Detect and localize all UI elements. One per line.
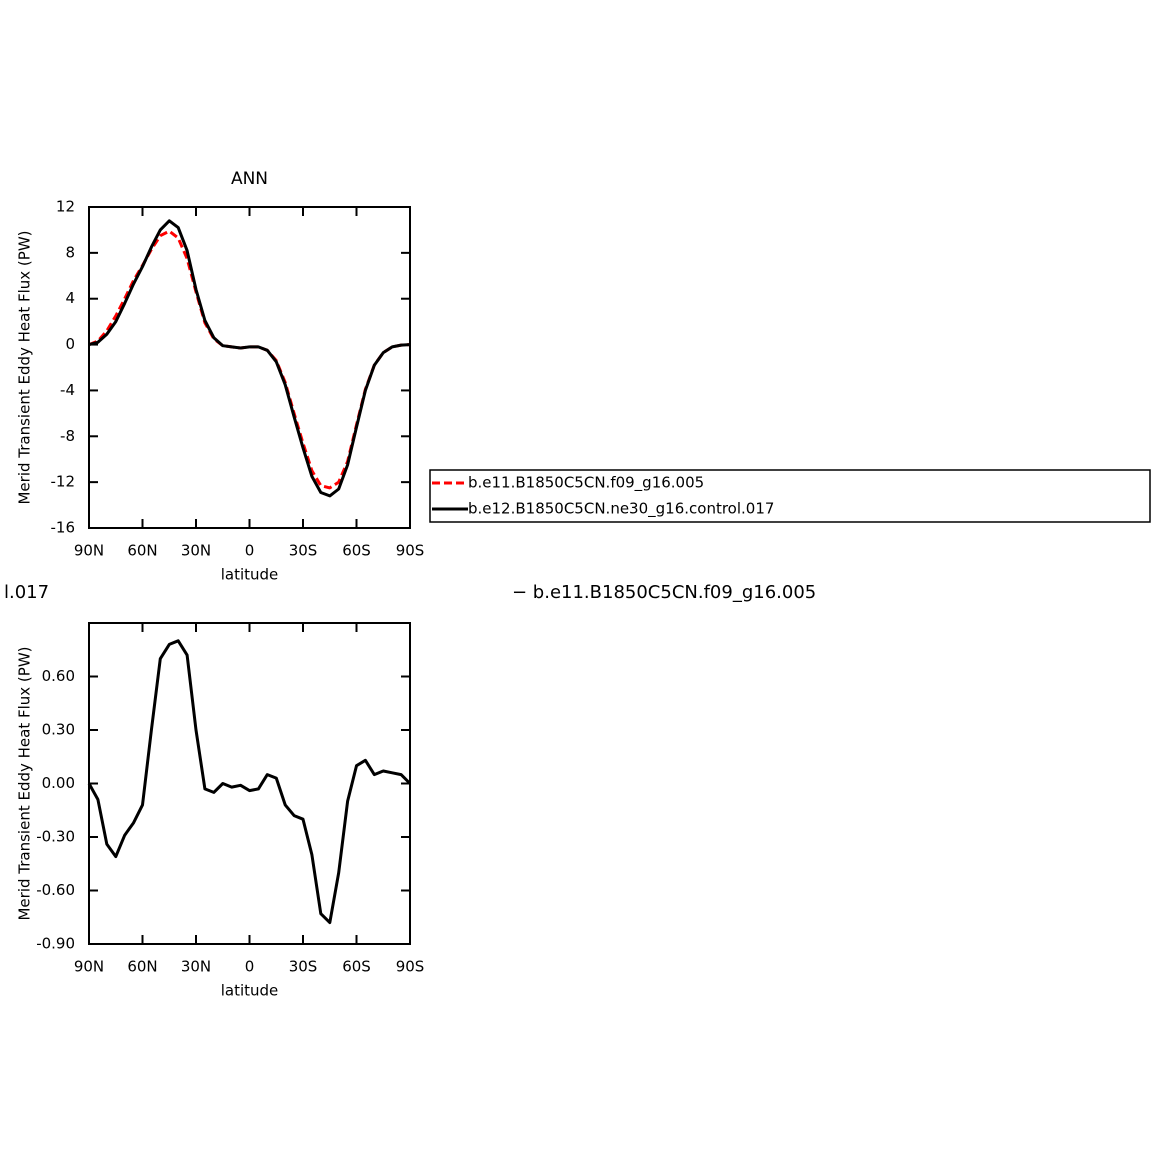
- y-tick-label: -4: [60, 381, 75, 399]
- y-tick-label: 4: [65, 289, 75, 307]
- y-tick-label: -0.30: [36, 828, 75, 846]
- data-line: [88, 219, 411, 498]
- y-tick-label: 0.00: [42, 774, 75, 792]
- x-tick-label: 90N: [74, 958, 104, 976]
- x-tick-label: 90S: [396, 542, 425, 560]
- plot: ANN latitude Merid Transient Eddy Heat Flu…: [16, 169, 1151, 584]
- x-tick-label: 60N: [127, 958, 157, 976]
- y-tick-label: 0.30: [42, 721, 75, 739]
- plot: l.017 − b.e11.B1850C5CN.f09_g16.005latitu…: [4, 582, 816, 1000]
- y-tick-label: 0: [65, 335, 75, 353]
- data-line: [87, 639, 412, 925]
- x-tick-label: 60N: [127, 542, 157, 560]
- x-tick-label: 0: [245, 958, 255, 976]
- data-line: [88, 229, 411, 490]
- legend: b.e11.B1850C5CN.f09_g16.005 b.e12.B1850C5…: [429, 469, 1151, 523]
- legend-label: b.e12.B1850C5CN.ne30_g16.control.017: [468, 500, 774, 519]
- x-tick-label: 90N: [74, 542, 104, 560]
- y-axis-label: Merid Transient Eddy Heat Flux (PW): [16, 230, 34, 504]
- x-tick-label: 90S: [396, 958, 425, 976]
- x-tick-label: 60S: [342, 542, 371, 560]
- x-axis-label: latitude: [221, 982, 279, 1000]
- y-axis-label: Merid Transient Eddy Heat Flux (PW): [16, 646, 34, 920]
- legend-box: [429, 469, 1151, 523]
- y-tick-label: -0.60: [36, 881, 75, 899]
- y-tick-label: -0.90: [36, 935, 75, 953]
- x-tick-label: 30S: [289, 958, 318, 976]
- legend-label: b.e11.B1850C5CN.f09_g16.005: [468, 474, 704, 493]
- chart-title: ANN: [231, 169, 268, 189]
- title-fragment: l.017: [4, 582, 49, 603]
- x-tick-label: 0: [245, 542, 255, 560]
- y-tick-label: 0.60: [42, 667, 75, 685]
- x-tick-label: 30N: [181, 958, 211, 976]
- y-tick-label: 8: [65, 243, 75, 261]
- plot-frame: [88, 206, 411, 529]
- x-tick-label: 60S: [342, 958, 371, 976]
- y-tick-label: -8: [60, 427, 75, 445]
- y-tick-label: -16: [51, 519, 76, 537]
- x-axis-label: latitude: [221, 566, 279, 584]
- x-tick-label: 30S: [289, 542, 318, 560]
- x-tick-label: 30N: [181, 542, 211, 560]
- y-tick-label: -12: [51, 473, 76, 491]
- title-fragment: − b.e11.B1850C5CN.f09_g16.005: [512, 582, 816, 603]
- plot-frame: [88, 622, 411, 945]
- y-tick-label: 12: [56, 198, 75, 216]
